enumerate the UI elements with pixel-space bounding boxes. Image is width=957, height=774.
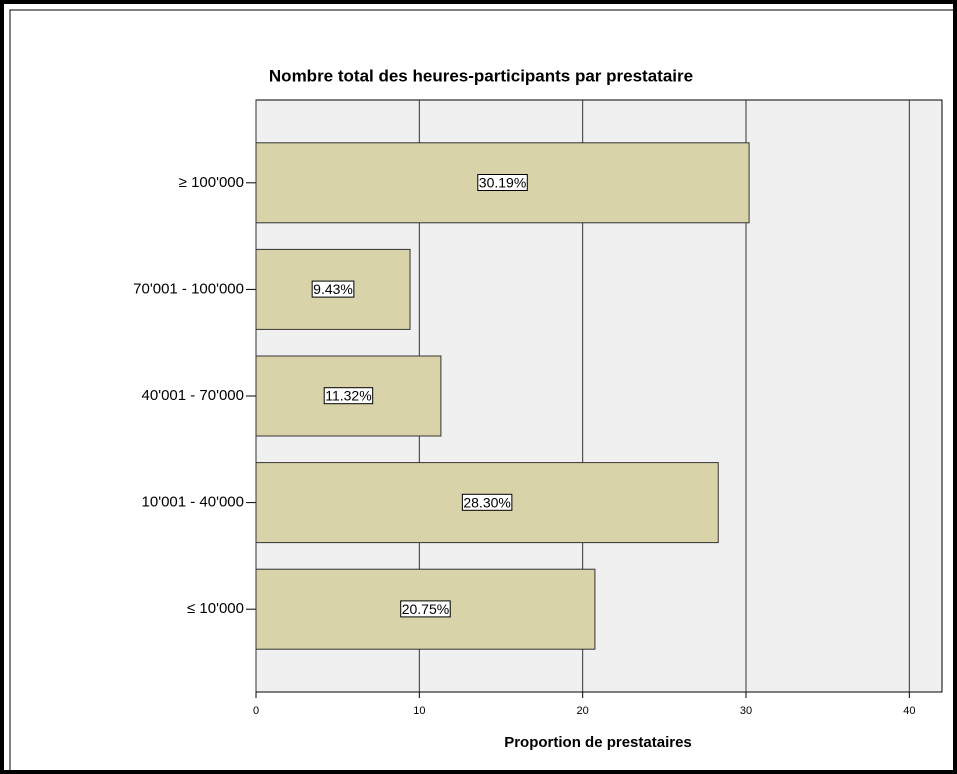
x-tick-label: 30 [740, 705, 752, 717]
value-label: 20.75% [402, 601, 449, 617]
x-tick-label: 20 [577, 705, 589, 717]
value-label: 28.30% [463, 494, 510, 510]
value-label-box [461, 493, 513, 511]
y-tick-label: ≥ 100'000 [179, 174, 244, 191]
y-tick-label: 70'001 - 100'000 [133, 280, 244, 297]
x-tick-label: 0 [253, 705, 259, 717]
value-label-box [323, 387, 374, 405]
y-tick-label: 40'001 - 70'000 [142, 387, 244, 404]
inner-frame [9, 9, 957, 774]
x-tick-label: 10 [413, 705, 425, 717]
x-tick-label: 40 [903, 705, 915, 717]
value-label: 9.43% [313, 281, 353, 297]
chart-title: Nombre total des heures-participants par… [269, 66, 693, 85]
value-label-box [400, 600, 451, 618]
value-label: 11.32% [325, 388, 371, 404]
y-tick-label: ≤ 10'000 [187, 600, 244, 617]
value-label-box [311, 280, 355, 298]
y-tick-label: 10'001 - 40'000 [142, 494, 244, 511]
value-label-box [477, 174, 528, 192]
value-label: 30.19% [479, 175, 526, 191]
x-axis-label: Proportion de prestataires [504, 734, 692, 751]
